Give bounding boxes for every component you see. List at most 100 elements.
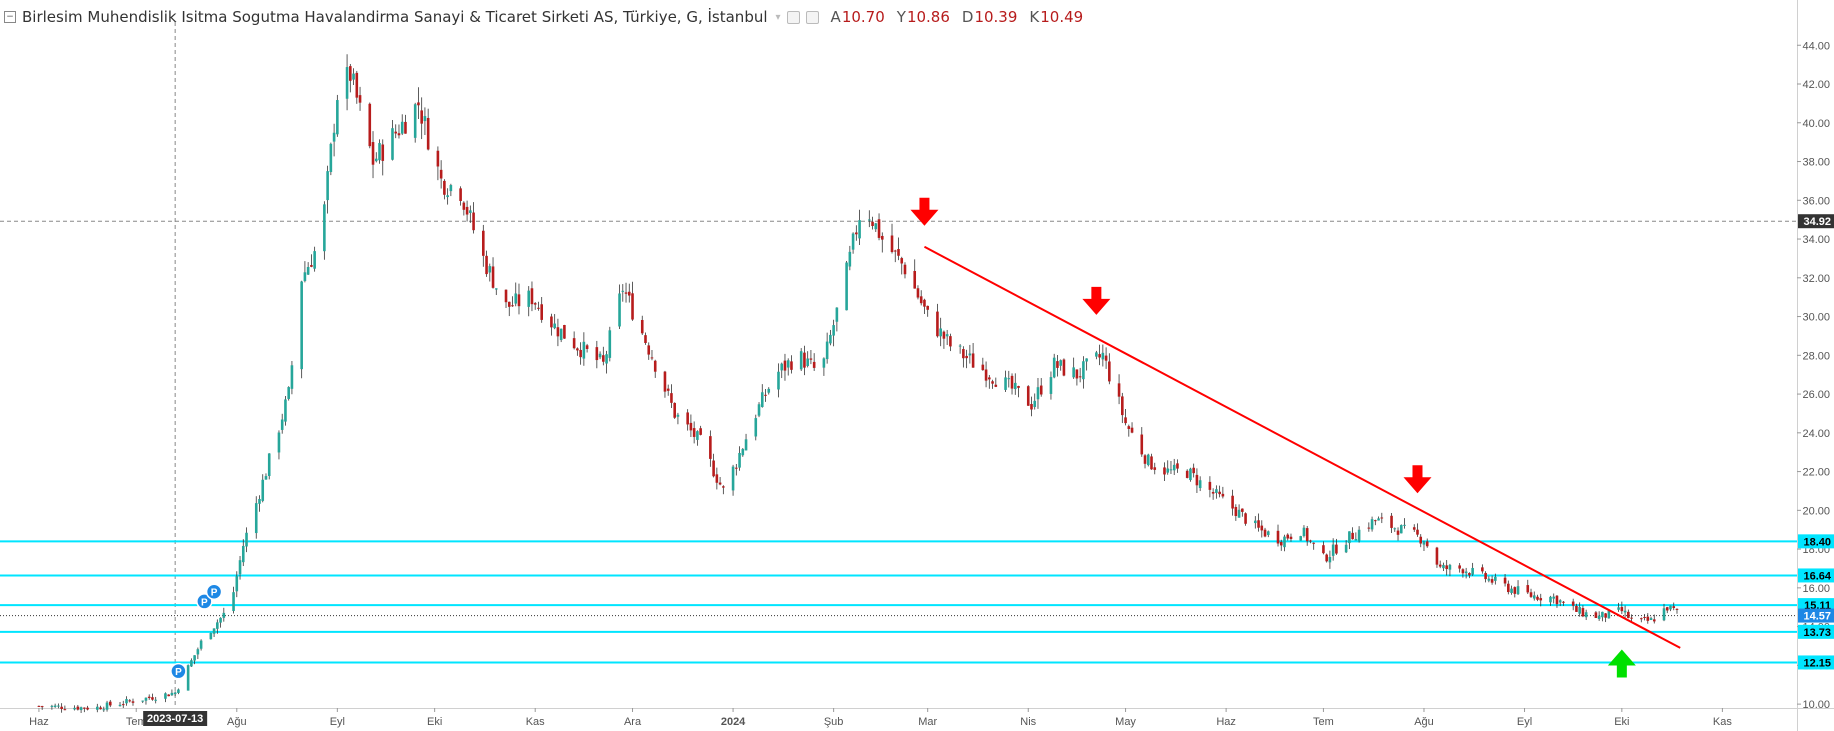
candle-body bbox=[1056, 361, 1059, 368]
candle-body bbox=[1146, 454, 1150, 466]
candle-body bbox=[128, 700, 132, 702]
candle-body bbox=[462, 202, 466, 210]
candle-body bbox=[494, 288, 498, 290]
candle-body bbox=[374, 158, 378, 162]
last-price-badge-bg bbox=[1798, 608, 1834, 623]
candle-body bbox=[1354, 538, 1358, 541]
y-tick-label: 24.00 bbox=[1802, 428, 1830, 440]
candle-body bbox=[1435, 547, 1439, 565]
candle-body bbox=[1221, 493, 1225, 497]
candle-body bbox=[595, 347, 599, 361]
candle-body bbox=[1507, 583, 1510, 593]
candle-body bbox=[1244, 513, 1247, 524]
x-tick-label: Kas bbox=[526, 716, 545, 728]
down-arrow-icon bbox=[910, 197, 939, 226]
candle-body bbox=[313, 251, 316, 269]
candle-body bbox=[1192, 467, 1195, 474]
candle-body bbox=[1299, 536, 1303, 541]
candle-body bbox=[540, 304, 543, 320]
candle-body bbox=[1211, 491, 1215, 494]
candle-body bbox=[209, 633, 213, 640]
candle-body bbox=[605, 354, 608, 364]
candle-body bbox=[37, 705, 41, 707]
chevron-down-icon[interactable]: ▾ bbox=[775, 11, 781, 23]
candle-body bbox=[131, 701, 135, 703]
candle-body bbox=[1575, 605, 1578, 612]
candle-body bbox=[1328, 556, 1332, 563]
candle-body bbox=[627, 291, 631, 296]
candle-body bbox=[1036, 387, 1040, 400]
candle-body bbox=[1195, 474, 1199, 486]
candle-body bbox=[1552, 596, 1556, 599]
candles-group bbox=[37, 54, 1679, 713]
trendline bbox=[923, 245, 1681, 649]
candle-body bbox=[121, 704, 125, 706]
candle-body bbox=[446, 195, 449, 198]
candle-body bbox=[167, 694, 170, 697]
candle-body bbox=[942, 331, 946, 339]
y-tick-label: 20.00 bbox=[1802, 505, 1830, 517]
candle-body bbox=[105, 702, 109, 710]
candle-body bbox=[1471, 567, 1474, 575]
candle-body bbox=[170, 692, 174, 696]
candle-body bbox=[491, 266, 495, 288]
candle-body bbox=[897, 249, 900, 256]
candle-body bbox=[1672, 606, 1676, 608]
candle-body bbox=[1279, 541, 1283, 546]
candle-body bbox=[1425, 541, 1429, 547]
candle-body bbox=[880, 235, 884, 240]
eye-square-icon[interactable] bbox=[805, 10, 819, 24]
candle-body bbox=[254, 503, 258, 534]
candle-body bbox=[1082, 361, 1085, 380]
candle-body bbox=[238, 560, 242, 575]
collapse-toggle-icon[interactable]: − bbox=[4, 11, 16, 23]
candle-body bbox=[537, 307, 540, 309]
candle-body bbox=[676, 414, 680, 417]
candle-body bbox=[86, 707, 89, 710]
candle-body bbox=[1237, 509, 1241, 518]
candle-body bbox=[96, 706, 99, 710]
candle-body bbox=[533, 303, 537, 305]
x-tick-label: Şub bbox=[824, 716, 844, 728]
candle-body bbox=[900, 258, 904, 264]
candle-body bbox=[757, 404, 761, 416]
candle-body bbox=[241, 545, 245, 563]
candle-body bbox=[790, 361, 793, 370]
candle-body bbox=[1172, 464, 1176, 471]
candle-body bbox=[147, 696, 151, 698]
candle-body bbox=[63, 709, 67, 711]
candle-body bbox=[83, 707, 86, 709]
candle-body bbox=[1140, 434, 1144, 455]
candle-body bbox=[1643, 616, 1646, 618]
candle-body bbox=[118, 704, 122, 707]
candle-body bbox=[1481, 567, 1484, 572]
candle-body bbox=[624, 292, 628, 294]
candle-body bbox=[962, 349, 965, 359]
candle-body bbox=[877, 219, 881, 238]
candle-body bbox=[653, 360, 657, 372]
candle-body bbox=[825, 341, 829, 360]
candle-body bbox=[397, 133, 401, 136]
x-tick-label: Haz bbox=[29, 716, 49, 728]
candle-body bbox=[371, 142, 375, 165]
settings-square-icon[interactable] bbox=[786, 10, 800, 24]
candle-body bbox=[79, 707, 83, 711]
candle-body bbox=[855, 232, 858, 235]
candle-body bbox=[1623, 610, 1627, 613]
candle-body bbox=[731, 466, 735, 491]
candle-body bbox=[916, 288, 920, 298]
candle-body bbox=[1516, 586, 1520, 595]
p-marker-label: P bbox=[201, 597, 208, 608]
candle-body bbox=[647, 345, 651, 355]
candle-body bbox=[459, 188, 462, 202]
candle-body bbox=[890, 235, 894, 253]
candle-body bbox=[1049, 377, 1053, 394]
down-arrow-icon bbox=[1403, 465, 1432, 494]
candle-body bbox=[413, 104, 417, 138]
candle-body bbox=[949, 336, 952, 347]
x-tick-label: Kas bbox=[1713, 716, 1732, 728]
candle-body bbox=[326, 171, 329, 201]
candle-body bbox=[1305, 528, 1309, 542]
